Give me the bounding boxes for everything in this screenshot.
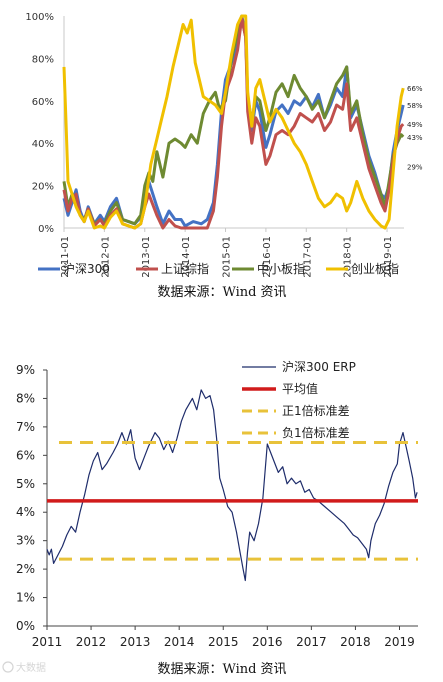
y-tick-label: 4% — [16, 505, 35, 519]
legend-item-3: 负1倍标准差 — [242, 425, 350, 440]
y-tick-label: 1% — [16, 591, 35, 605]
legend-item-3: 创业板指 — [326, 261, 399, 276]
y-tick-label: 2% — [16, 562, 35, 576]
y-tick-label: 0% — [38, 224, 54, 235]
erp-line — [46, 389, 418, 582]
x-tick-label: 2012 — [76, 635, 107, 649]
legend-label: 正1倍标准差 — [282, 403, 350, 418]
legend-item-1: 上证综指 — [136, 261, 209, 276]
legend-item-2: 正1倍标准差 — [242, 403, 350, 418]
legend-item-0: 沪深300 — [38, 262, 110, 276]
x-tick-label: 2011 — [32, 635, 63, 649]
y-tick-label: 40% — [32, 139, 54, 150]
legend-label: 负1倍标准差 — [282, 425, 350, 440]
erp-chart: 0% 1% 2% 3% 4% 5% 6% 7% 8% 9% 2011 2012 2013 2014 201… — [2, 360, 418, 677]
y-tick-label: 7% — [16, 420, 35, 434]
y-tick-label: 80% — [32, 54, 54, 65]
x-tick-label: 2012-01 — [100, 236, 111, 278]
x-tick-label: 2015-01 — [222, 236, 233, 278]
y-tick-label: 60% — [32, 97, 54, 108]
series-line-3 — [62, 14, 405, 230]
end-value-label: 49% — [407, 121, 423, 129]
end-value-label: 29% — [407, 164, 423, 172]
x-tick-label: 2017-01 — [302, 236, 313, 278]
y-tick-label: 100% — [25, 12, 54, 23]
x-tick-label: 2016 — [252, 635, 283, 649]
y-tick-label: 6% — [16, 448, 35, 462]
legend-item-1: 平均值 — [242, 381, 318, 396]
source-note: 数据来源：Wind 资讯 — [157, 662, 286, 677]
legend-item-2: 中小板指 — [232, 261, 305, 276]
legend-label: 中小板指 — [257, 261, 305, 276]
watermark-icon — [2, 661, 14, 673]
x-tick-label: 2013-01 — [141, 236, 152, 278]
legend-label: 沪深300 — [63, 262, 110, 276]
end-value-label: 58% — [407, 102, 423, 110]
y-tick-label: 5% — [16, 477, 35, 491]
x-tick-label: 2016-01 — [262, 236, 273, 278]
x-tick-label: 2015 — [208, 635, 239, 649]
end-value-label: 43% — [407, 134, 423, 142]
end-value-label: 66% — [407, 85, 423, 93]
y-tick-label: 20% — [32, 182, 54, 193]
x-tick-label: 2017 — [296, 635, 327, 649]
x-tick-label: 2019 — [384, 635, 415, 649]
y-tick-label: 9% — [16, 363, 35, 377]
watermark-text: 大数据 — [16, 661, 46, 674]
y-tick-label: 3% — [16, 534, 35, 548]
x-tick-label: 2011-01 — [60, 236, 71, 278]
legend-label: 创业板指 — [351, 261, 399, 276]
x-tick-label: 2014 — [164, 635, 195, 649]
x-tick-label: 2018 — [340, 635, 371, 649]
x-tick-label: 2019-01 — [383, 236, 394, 278]
legend-label: 平均值 — [282, 381, 318, 396]
legend-item-0: 沪深300 ERP — [242, 360, 356, 374]
watermark: 大数据 — [2, 661, 46, 674]
y-tick-label: 8% — [16, 391, 35, 405]
x-tick-label: 2014-01 — [181, 236, 192, 278]
x-tick-label: 2013 — [120, 635, 151, 649]
legend-label: 上证综指 — [161, 261, 209, 276]
source-note: 数据来源：Wind 资讯 — [157, 285, 286, 300]
legend-label: 沪深300 ERP — [282, 360, 356, 374]
valuation-percentile-chart: 0% 20% 40% 60% 80% 100% 2011-01 2012-01 2013-01… — [25, 12, 423, 300]
y-tick-label: 0% — [16, 619, 35, 633]
x-tick-label: 2018-01 — [343, 236, 354, 278]
